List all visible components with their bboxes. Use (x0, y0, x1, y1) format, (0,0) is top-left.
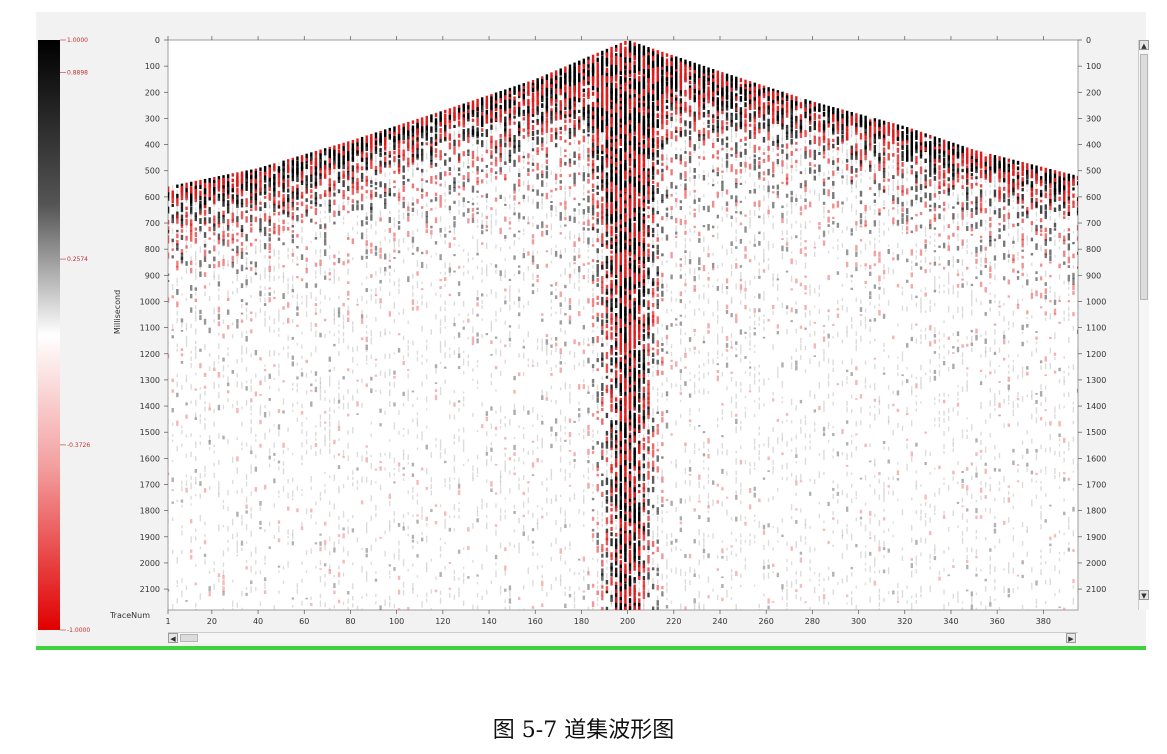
y-tick-label-right: 800 (1086, 245, 1101, 254)
y-tick-label: 1300 (140, 376, 160, 385)
y-tick-label: 2100 (140, 585, 160, 594)
y-tick-label-right: 1200 (1086, 350, 1106, 359)
x-tick-label: 160 (528, 617, 543, 626)
y-axis-label: Millisecond (113, 290, 122, 334)
y-tick-label: 400 (145, 141, 160, 150)
x-tick-label: 300 (851, 617, 866, 626)
x-tick-label: 180 (574, 617, 589, 626)
y-tick-label: 1200 (140, 350, 160, 359)
x-tick-label: 100 (389, 617, 404, 626)
x-tick-label: 380 (1036, 617, 1051, 626)
colorbar-label: 0.8898 (67, 70, 88, 77)
y-tick-label-right: 0 (1086, 36, 1091, 45)
colorbar-label: 1.0000 (67, 37, 88, 44)
x-tick-label: 340 (943, 617, 958, 626)
plot-area (167, 39, 1079, 611)
y-tick-label: 2000 (140, 559, 160, 568)
y-tick-label-right: 1500 (1086, 428, 1106, 437)
colorbar-label: -0.3726 (67, 442, 90, 449)
y-tick-label: 1800 (140, 507, 160, 516)
seismic-viewer: 1.0000 0.8898 0.2574 -0.3726 -1.0000 0 100 200… (36, 12, 1149, 650)
y-tick-label: 700 (145, 219, 160, 228)
y-tick-label: 900 (145, 271, 160, 280)
y-tick-label-right: 1600 (1086, 454, 1106, 463)
y-tick-label: 500 (145, 167, 160, 176)
y-tick-label: 1500 (140, 428, 160, 437)
x-tick-label: 220 (666, 617, 681, 626)
x-tick-label: 60 (299, 617, 309, 626)
y-tick-label: 600 (145, 193, 160, 202)
x-tick-label: 240 (712, 617, 727, 626)
x-tick-label: 280 (805, 617, 820, 626)
y-tick-label: 1400 (140, 402, 160, 411)
x-tick-label: 40 (253, 617, 263, 626)
horizontal-scroll-thumb[interactable] (180, 634, 198, 642)
y-tick-label-right: 400 (1086, 141, 1101, 150)
y-tick-label-right: 700 (1086, 219, 1101, 228)
colorbar-label: -1.0000 (67, 627, 90, 634)
x-tick-label: 360 (990, 617, 1005, 626)
status-bar (36, 646, 1146, 650)
y-tick-label-right: 1900 (1086, 533, 1106, 542)
y-tick-label-right: 600 (1086, 193, 1101, 202)
y-tick-label-right: 200 (1086, 88, 1101, 97)
y-tick-label: 800 (145, 245, 160, 254)
y-tick-label: 1600 (140, 454, 160, 463)
scroll-up-button[interactable]: ▲ (1139, 40, 1149, 50)
x-tick-label: 80 (345, 617, 355, 626)
figure-caption: 图 5-7 道集波形图 (492, 718, 675, 743)
y-tick-label-right: 2000 (1086, 559, 1106, 568)
y-tick-label-right: 1700 (1086, 480, 1106, 489)
scroll-left-button[interactable]: ◀ (168, 633, 178, 643)
x-tick-label: 20 (207, 617, 217, 626)
y-tick-label-right: 500 (1086, 167, 1101, 176)
x-tick-label: 120 (435, 617, 450, 626)
colorbar-label: 0.2574 (67, 256, 88, 263)
x-tick-label: 140 (481, 617, 496, 626)
y-tick-label: 1700 (140, 480, 160, 489)
y-tick-label: 0 (155, 36, 160, 45)
y-tick-label-right: 1800 (1086, 507, 1106, 516)
y-tick-label-right: 300 (1086, 114, 1101, 123)
y-tick-label: 1000 (140, 297, 160, 306)
y-tick-label: 200 (145, 88, 160, 97)
y-tick-label: 100 (145, 62, 160, 71)
y-tick-label: 1900 (140, 533, 160, 542)
y-tick-label: 1100 (140, 324, 160, 333)
x-tick-label: 1 (165, 617, 170, 626)
x-tick-label: 320 (897, 617, 912, 626)
y-tick-label-right: 2100 (1086, 585, 1106, 594)
scroll-down-button[interactable]: ▼ (1139, 590, 1149, 600)
y-tick-label-right: 1300 (1086, 376, 1106, 385)
x-axis-label: TraceNum (109, 611, 150, 620)
y-tick-label-right: 1100 (1086, 324, 1106, 333)
y-axis-right: 0 100 200 300 400 500 600 700 800 900 1000 1100 1200… (1078, 36, 1106, 594)
vertical-scrollbar[interactable]: ▲ ▼ (1138, 40, 1149, 610)
y-tick-label-right: 1400 (1086, 402, 1106, 411)
x-axis: 1 20 40 60 80 100 120 140 160 180 200 220 240 260 280 3… (165, 36, 1051, 626)
vertical-scroll-thumb[interactable] (1140, 54, 1148, 300)
scroll-right-button[interactable]: ▶ (1066, 633, 1076, 643)
y-tick-label-right: 1000 (1086, 297, 1106, 306)
y-tick-label: 300 (145, 114, 160, 123)
y-axis-left: 0 100 200 300 400 500 600 700 800 900 1000 1100 1200… (140, 36, 168, 594)
y-tick-label-right: 100 (1086, 62, 1101, 71)
colorbar (38, 40, 60, 630)
x-tick-label: 260 (759, 617, 774, 626)
horizontal-scrollbar[interactable]: ◀ ▶ (168, 632, 1078, 643)
y-tick-label-right: 900 (1086, 271, 1101, 280)
x-tick-label: 200 (620, 617, 635, 626)
